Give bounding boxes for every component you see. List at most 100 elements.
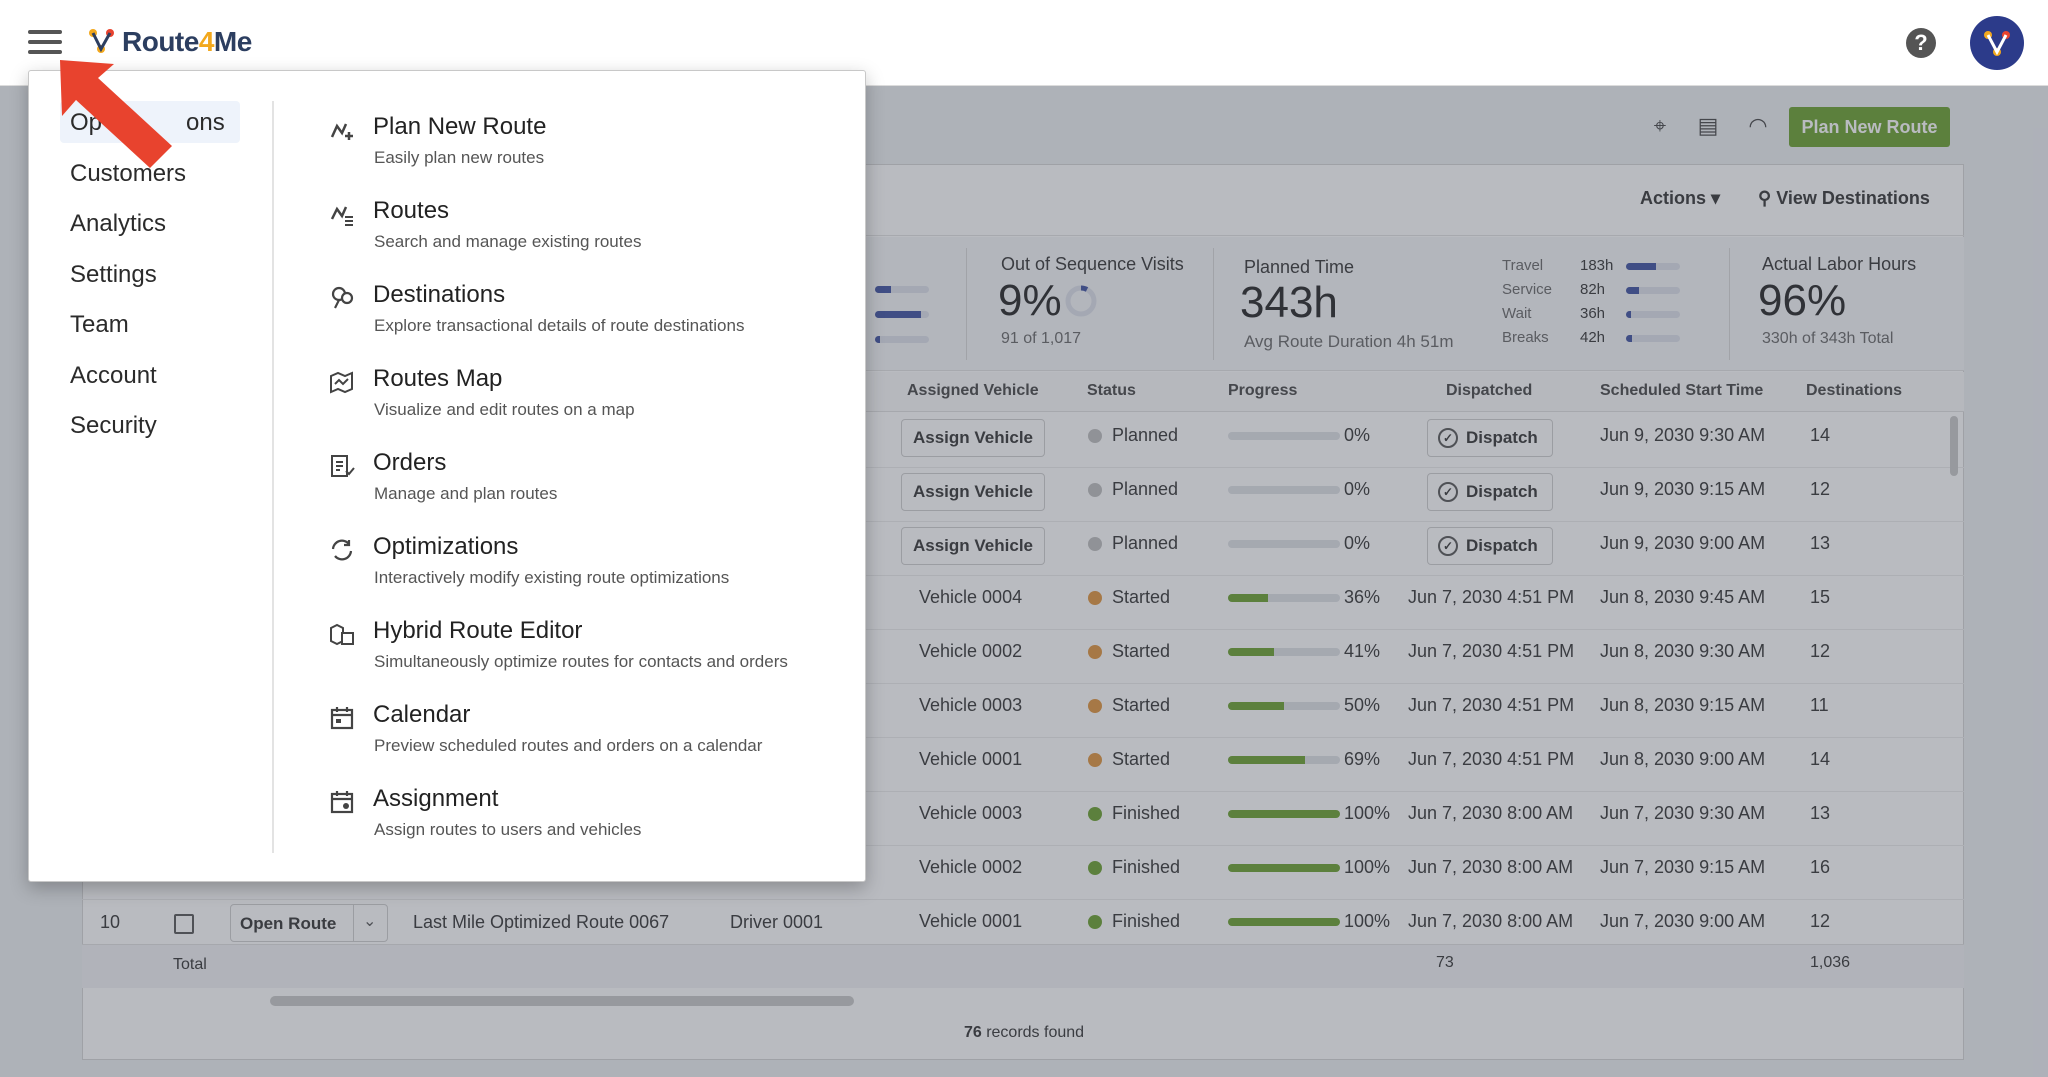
route4me-logo[interactable]: Route4Me: [84, 22, 252, 62]
destinations-count: 14: [1810, 749, 1831, 769]
breakdown-label: Breaks: [1502, 329, 1549, 346]
breakdown-row: Breaks 42h: [1502, 328, 1702, 350]
menu-item-assignment[interactable]: Assignment Assign routes to users and ve…: [329, 785, 849, 851]
table-row[interactable]: [82, 468, 1964, 522]
help-icon[interactable]: ?: [1906, 28, 1936, 58]
status-dot: [1088, 699, 1102, 713]
status-dot: [1088, 483, 1102, 497]
menu-item-orders[interactable]: Orders Manage and plan routes: [329, 449, 849, 515]
calendar-icon: [330, 707, 354, 730]
assignment-icon: [330, 791, 354, 814]
status-dot: [1088, 591, 1102, 605]
col-scheduled-start[interactable]: Scheduled Start Time: [1600, 382, 1764, 399]
assigned-vehicle: Vehicle 0002: [919, 857, 1023, 877]
progress-percent: 0%: [1344, 479, 1371, 499]
menu-item-calendar[interactable]: Calendar Preview scheduled routes and or…: [329, 701, 849, 767]
orders-icon: [331, 455, 355, 477]
chevron-down-icon[interactable]: ⌄: [363, 913, 377, 930]
menu-category-security[interactable]: Security: [70, 412, 157, 439]
vertical-scrollbar[interactable]: [1950, 416, 1958, 476]
menu-item-optimizations[interactable]: Optimizations Interactively modify exist…: [329, 533, 849, 599]
open-route-split-button[interactable]: Open Route ⌄: [230, 904, 388, 942]
menu-item-routes[interactable]: Routes Search and manage existing routes: [329, 197, 849, 263]
progress-bar: [1228, 648, 1340, 656]
col-status[interactable]: Status: [1087, 382, 1136, 399]
table-row[interactable]: [82, 414, 1964, 468]
actions-dropdown[interactable]: Actions ▾: [1640, 188, 1721, 208]
col-destinations[interactable]: Destinations: [1806, 382, 1903, 399]
menu-item-title: Assignment: [373, 785, 499, 812]
dispatch-button[interactable]: ✓ Dispatch: [1427, 527, 1553, 565]
breakdown-bar: [1626, 287, 1680, 294]
destinations-count: 16: [1810, 857, 1831, 877]
col-dispatched[interactable]: Dispatched: [1446, 382, 1533, 399]
menu-category-team[interactable]: Team: [70, 311, 129, 338]
menu-item-subtitle: Simultaneously optimize routes for conta…: [374, 652, 788, 671]
menu-item-plan-new-route[interactable]: Plan New Route Easily plan new routes: [329, 113, 849, 179]
route-plus-icon: [330, 123, 353, 140]
scheduled-start: Jun 8, 2030 9:15 AM: [1600, 695, 1766, 715]
destinations-count: 12: [1810, 911, 1831, 931]
speedometer-icon[interactable]: ◠: [1748, 113, 1768, 138]
table-row[interactable]: [82, 684, 1964, 738]
menu-item-destinations[interactable]: Destinations Explore transactional detai…: [329, 281, 849, 347]
breakdown-label: Travel: [1502, 257, 1544, 274]
driver-name: Driver 0001: [730, 912, 824, 932]
view-destinations-label: View Destinations: [1776, 188, 1930, 208]
hamburger-menu-icon[interactable]: [28, 30, 62, 56]
plan-new-route-button[interactable]: Plan New Route: [1789, 107, 1950, 147]
menu-item-title: Routes: [373, 197, 450, 224]
breakdown-bar: [1626, 335, 1680, 342]
avatar[interactable]: [1970, 16, 2024, 70]
assign-vehicle-button[interactable]: Assign Vehicle: [901, 527, 1045, 565]
menu-item-hybrid-route-editor[interactable]: Hybrid Route Editor Simultaneously optim…: [329, 617, 849, 683]
assign-vehicle-button[interactable]: Assign Vehicle: [901, 473, 1045, 511]
status-text: Started: [1112, 641, 1171, 661]
stats-divider: [1729, 248, 1730, 360]
scheduled-start: Jun 8, 2030 9:45 AM: [1600, 587, 1766, 607]
view-destinations-button[interactable]: ⚲ View Destinations: [1758, 188, 1930, 209]
status-text: Planned: [1112, 479, 1179, 499]
routes-list-icon: [330, 206, 353, 226]
location-pin-icon[interactable]: ⌖: [1653, 113, 1667, 138]
menu-item-subtitle: Easily plan new routes: [374, 148, 545, 167]
dispatch-button[interactable]: ✓ Dispatch: [1427, 473, 1553, 511]
menu-category-analytics[interactable]: Analytics: [70, 210, 167, 237]
table-row[interactable]: [82, 576, 1964, 630]
progress-percent: 50%: [1344, 695, 1381, 715]
table-row[interactable]: [82, 522, 1964, 576]
menu-category-account[interactable]: Account: [70, 362, 157, 389]
menu-category-operations[interactable]: Op ons: [60, 101, 240, 143]
menu-item-title: Optimizations: [373, 533, 519, 560]
row-checkbox[interactable]: [174, 914, 194, 934]
stats-divider: [1213, 248, 1214, 360]
menu-item-routes-map[interactable]: Routes Map Visualize and edit routes on …: [329, 365, 849, 431]
progress-bar: [1228, 486, 1340, 494]
out-of-sequence-value: 9%: [998, 276, 1062, 325]
menu-category-settings[interactable]: Settings: [70, 261, 157, 288]
dispatch-button[interactable]: ✓ Dispatch: [1427, 419, 1553, 457]
totals-destinations: 1,036: [1810, 954, 1851, 971]
status-text: Planned: [1112, 425, 1179, 445]
breakdown-bar: [1626, 311, 1680, 318]
breakdown-value: 183h: [1580, 257, 1614, 274]
check-circle-icon: ✓: [1438, 482, 1458, 502]
col-progress[interactable]: Progress: [1228, 382, 1298, 399]
table-row[interactable]: [82, 792, 1964, 846]
out-of-sequence-label: Out of Sequence Visits: [1001, 254, 1184, 274]
status-dot: [1088, 753, 1102, 767]
table-row[interactable]: [82, 630, 1964, 684]
dispatched-time: Jun 7, 2030 4:51 PM: [1408, 641, 1575, 661]
planned-time-value: 343h: [1240, 278, 1338, 327]
table-row[interactable]: [82, 846, 1964, 900]
horizontal-scrollbar[interactable]: [270, 996, 854, 1006]
menu-category-customers[interactable]: Customers: [70, 160, 187, 187]
table-row[interactable]: [82, 738, 1964, 792]
assign-vehicle-button[interactable]: Assign Vehicle: [901, 419, 1045, 457]
map-icon[interactable]: ▤: [1697, 113, 1719, 138]
route-name[interactable]: Last Mile Optimized Route 0067: [413, 912, 670, 932]
open-route-label: Open Route: [240, 914, 337, 933]
status-text: Planned: [1112, 533, 1179, 553]
menu-item-subtitle: Interactively modify existing route opti…: [374, 568, 730, 587]
col-assigned-vehicle[interactable]: Assigned Vehicle: [907, 382, 1039, 399]
